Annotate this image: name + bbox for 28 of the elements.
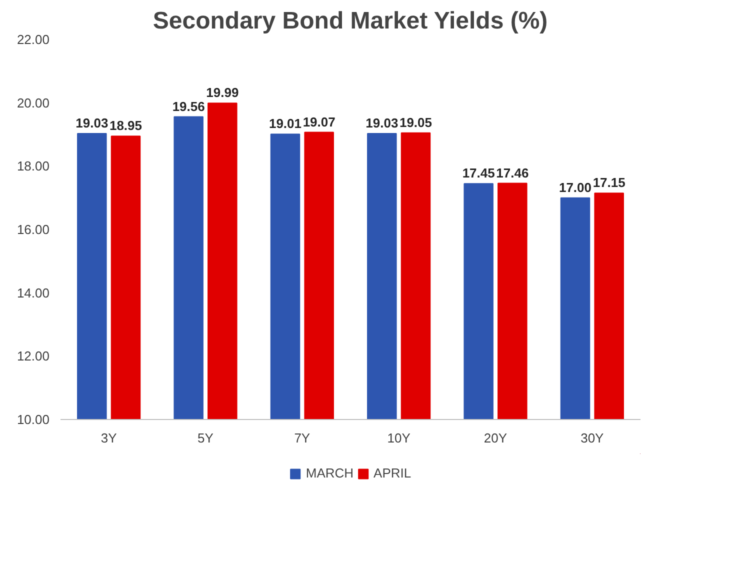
x-tick-label: 5Y — [198, 430, 214, 446]
text: 18.95 — [109, 118, 142, 134]
y-tick-label: 16.00 — [16, 222, 50, 237]
text: 17.45 — [462, 166, 495, 181]
x-tick-label: 7Y — [294, 430, 310, 446]
text: 17.00 — [558, 180, 592, 195]
text: 17.46 — [496, 165, 529, 180]
y-tick-label: 20.00 — [16, 95, 50, 110]
text: 19.01 — [268, 116, 302, 132]
text: 19.03 — [366, 116, 398, 131]
text: 17.15 — [592, 175, 626, 190]
text: 19.03 — [76, 116, 108, 131]
y-tick-label: 18.00 — [16, 158, 50, 174]
text: 19.05 — [399, 114, 432, 130]
y-tick-label: 14.00 — [16, 285, 50, 300]
y-tick-label: 12.00 — [16, 348, 50, 364]
chart-title: Secondary Bond Market Yields (%) — [152, 8, 548, 34]
y-tick-label: 22.00 — [16, 32, 50, 47]
x-tick-label: 20Y — [484, 430, 508, 446]
text: 19.99 — [206, 85, 239, 100]
y-tick-label: 10.00 — [16, 412, 50, 427]
x-tick-label: 3Y — [100, 430, 118, 446]
legend-label: MARCH — [306, 466, 354, 480]
legend-label: APRIL — [374, 466, 412, 480]
x-tick-label: 30Y — [580, 430, 604, 446]
text: 19.07 — [302, 114, 336, 130]
text: 19.56 — [172, 98, 205, 114]
x-tick-label: 10Y — [387, 430, 411, 446]
